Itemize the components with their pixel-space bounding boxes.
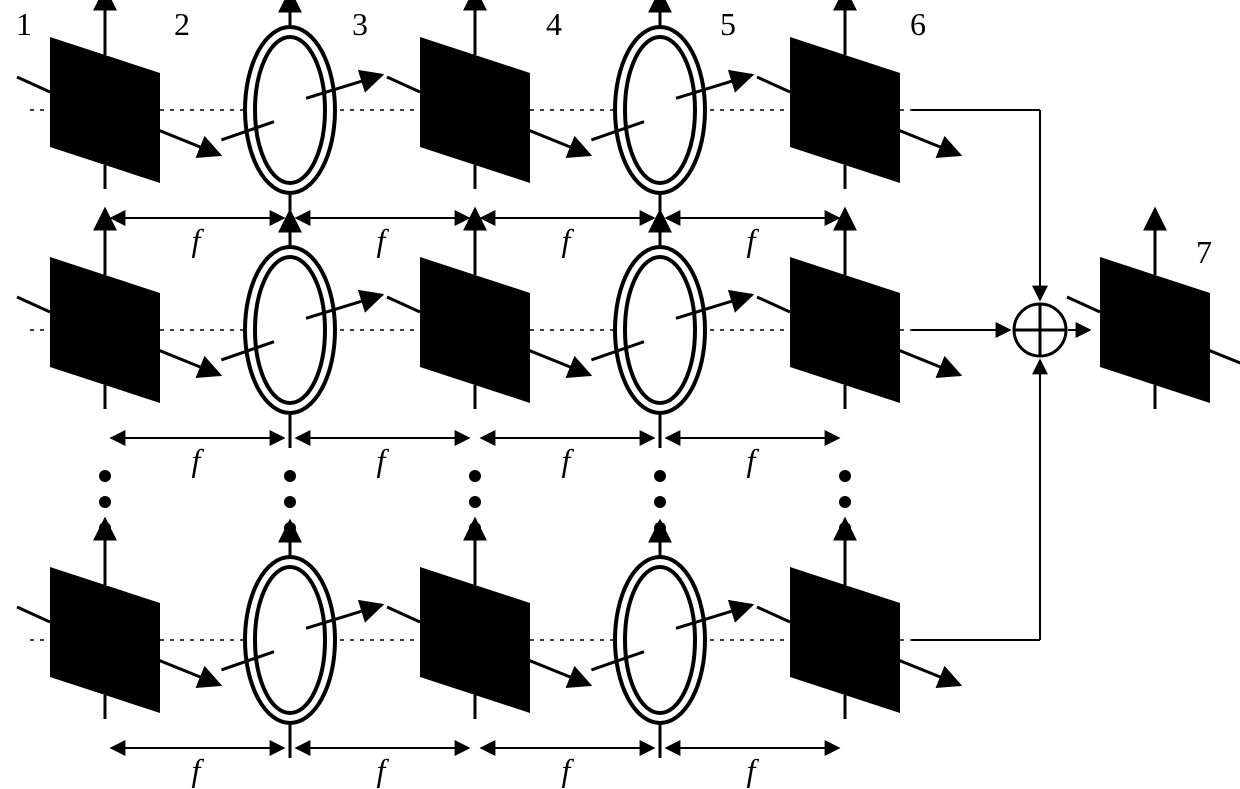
component-number-7: 7 [1196,234,1212,271]
focal-length-label: f [377,442,386,479]
component-number-2: 2 [174,6,190,43]
focal-length-label: f [747,442,756,479]
focal-length-label: f [562,752,571,789]
focal-length-label: f [747,222,756,259]
focal-length-label: f [377,752,386,789]
component-number-4: 4 [546,6,562,43]
component-number-5: 5 [720,6,736,43]
component-number-6: 6 [910,6,926,43]
focal-length-label: f [192,442,201,479]
focal-length-label: f [192,752,201,789]
component-number-3: 3 [352,6,368,43]
focal-length-label: f [747,752,756,789]
focal-length-label: f [377,222,386,259]
focal-length-label: f [562,442,571,479]
focal-length-label: f [192,222,201,259]
focal-length-label: f [562,222,571,259]
component-number-1: 1 [16,6,32,43]
